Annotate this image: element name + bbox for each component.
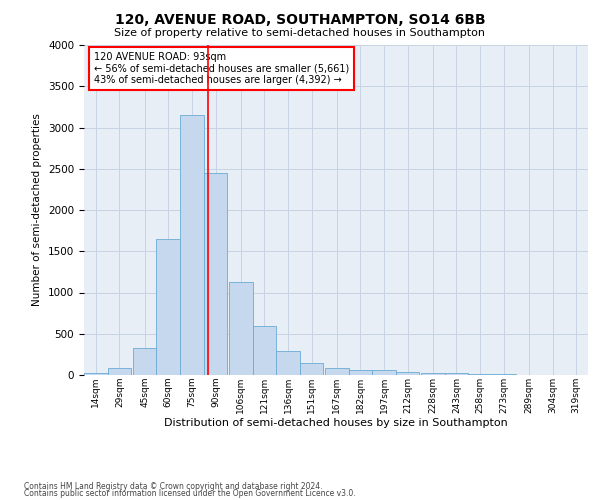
Bar (133, 348, 157, 375)
Text: 120, AVENUE ROAD, SOUTHAMPTON, SO14 6BB: 120, AVENUE ROAD, SOUTHAMPTON, SO14 6BB (115, 12, 485, 26)
Text: 120 AVENUE ROAD: 93sqm
← 56% of semi-detached houses are smaller (5,661)
43% of : 120 AVENUE ROAD: 93sqm ← 56% of semi-det… (94, 52, 349, 85)
Bar (421, 372, 445, 375)
Bar (107, 368, 131, 375)
Text: Size of property relative to semi-detached houses in Southampton: Size of property relative to semi-detach… (115, 28, 485, 38)
Bar (253, 326, 276, 375)
Bar (204, 173, 227, 375)
Bar (469, 374, 492, 375)
Bar (372, 370, 396, 375)
Bar (180, 115, 204, 375)
Bar (276, 351, 300, 375)
Bar (84, 372, 107, 375)
Text: Contains HM Land Registry data © Crown copyright and database right 2024.: Contains HM Land Registry data © Crown c… (24, 482, 323, 491)
Bar (349, 370, 372, 375)
Y-axis label: Number of semi-detached properties: Number of semi-detached properties (32, 114, 43, 306)
Bar (492, 374, 515, 375)
X-axis label: Distribution of semi-detached houses by size in Southampton: Distribution of semi-detached houses by … (164, 418, 508, 428)
Bar (445, 374, 469, 375)
Bar (325, 368, 349, 375)
Bar (300, 362, 323, 375)
Bar (229, 282, 253, 375)
Bar (396, 372, 419, 375)
Bar (157, 239, 180, 375)
Text: Contains public sector information licensed under the Open Government Licence v3: Contains public sector information licen… (24, 489, 356, 498)
